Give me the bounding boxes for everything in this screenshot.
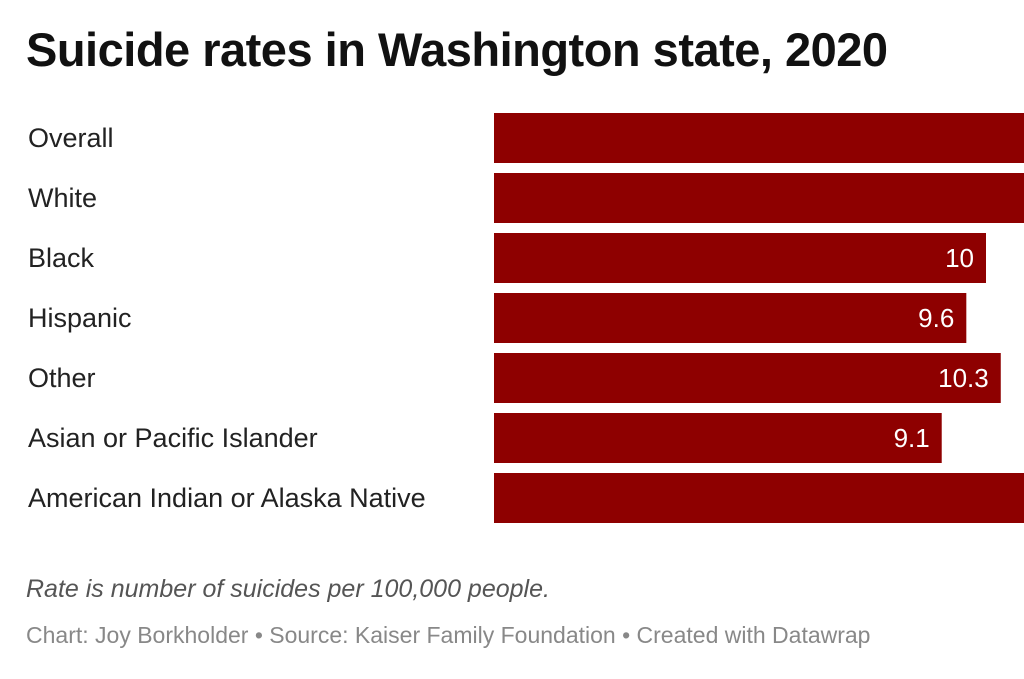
value-label: 10: [945, 243, 974, 273]
category-label: Asian or Pacific Islander: [28, 423, 318, 453]
category-label: Black: [28, 243, 95, 273]
category-label: Other: [28, 363, 96, 393]
bar: [494, 113, 1024, 163]
value-label: 9.6: [918, 303, 954, 333]
bar: [494, 353, 1001, 403]
value-label: 10.3: [938, 363, 989, 393]
chart-title: Suicide rates in Washington state, 2020: [26, 23, 888, 76]
bar: [494, 473, 1024, 523]
chart-credits: Chart: Joy Borkholder • Source: Kaiser F…: [26, 622, 871, 648]
value-label: 9.1: [894, 423, 930, 453]
category-label: Hispanic: [28, 303, 132, 333]
bar: [494, 413, 942, 463]
category-label: White: [28, 183, 97, 213]
category-label: American Indian or Alaska Native: [28, 483, 426, 513]
chart-note: Rate is number of suicides per 100,000 p…: [26, 575, 550, 603]
bar: [494, 293, 967, 343]
bar: [494, 233, 986, 283]
bar: [494, 173, 1024, 223]
category-label: Overall: [28, 123, 114, 153]
